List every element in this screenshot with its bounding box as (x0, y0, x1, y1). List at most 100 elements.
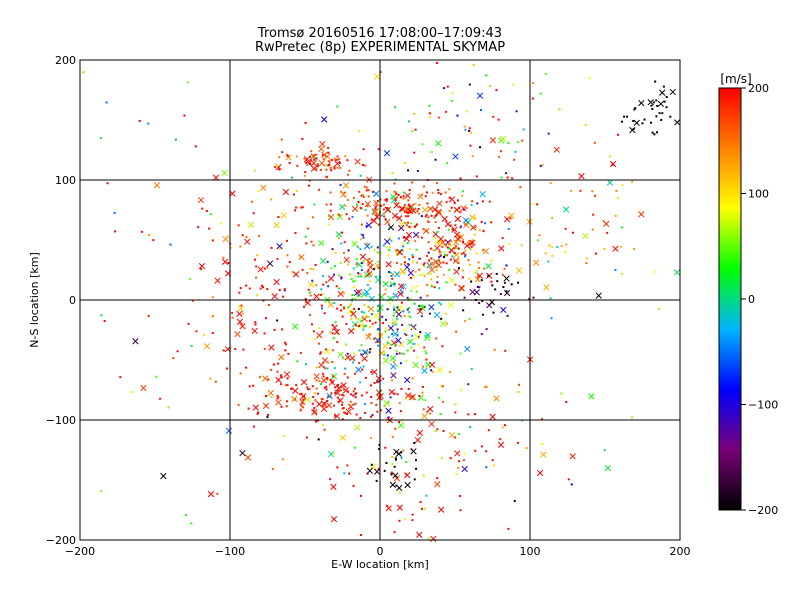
data-point-dot (286, 254, 289, 257)
data-point-dot (376, 380, 379, 383)
data-point-dot (82, 71, 85, 74)
data-point-dot (346, 159, 349, 162)
data-point-cross (410, 323, 417, 331)
data-point-dot (545, 72, 548, 75)
data-point-dot (354, 392, 357, 395)
data-point-dot (398, 308, 401, 311)
data-point-dot (307, 288, 310, 291)
data-point-dot (430, 285, 433, 288)
data-point-dot (331, 248, 334, 251)
data-point-dot (280, 376, 283, 379)
data-point-dot (352, 196, 355, 199)
data-point-dot (549, 182, 552, 185)
data-point-cross (428, 361, 436, 368)
data-point-dot (459, 177, 462, 180)
data-point-cross (214, 277, 221, 284)
data-point-cross (271, 293, 278, 300)
data-point-dot (391, 172, 394, 175)
data-point-dot (431, 371, 434, 374)
data-point-dot (415, 248, 418, 251)
data-point-dot (399, 289, 402, 292)
data-point-dot (300, 404, 303, 407)
data-point-dot (340, 242, 343, 245)
data-point-dot (343, 472, 346, 475)
data-point-dot (347, 306, 350, 309)
data-point-cross (278, 354, 285, 361)
data-point-dot (539, 92, 542, 95)
data-point-dot (384, 330, 387, 333)
data-point-dot (436, 259, 439, 262)
data-point-dot (428, 112, 431, 115)
data-point-dot (304, 121, 307, 124)
data-point-cross (354, 158, 361, 165)
data-point-dot (459, 211, 462, 214)
data-point-dot (360, 275, 363, 278)
data-point-dot (558, 108, 561, 111)
data-point-dot (567, 478, 570, 481)
data-point-dot (522, 128, 525, 131)
data-point-cross (416, 531, 423, 538)
data-point-dot (113, 211, 116, 214)
data-point-dot (413, 112, 416, 115)
data-point-dot (516, 140, 519, 143)
data-point-cross (333, 328, 341, 336)
data-point-dot (495, 272, 498, 275)
data-point-cross (397, 422, 405, 429)
data-point-dot (489, 84, 492, 87)
data-point-dot (276, 397, 279, 400)
data-point-dot (255, 294, 258, 297)
data-point-dot (317, 438, 320, 441)
data-point-dot (413, 478, 416, 481)
data-point-dot (312, 268, 315, 271)
data-point-dot (399, 410, 402, 413)
data-point-cross (300, 379, 308, 386)
data-point-dot (352, 280, 355, 283)
data-point-dot (470, 203, 473, 206)
data-point-cross (461, 465, 468, 473)
data-point-dot (380, 204, 383, 207)
data-point-dot (536, 239, 539, 242)
data-point-dot (547, 132, 550, 135)
data-point-dot (430, 369, 433, 372)
data-point-dot (347, 263, 350, 266)
data-point-dot (430, 278, 433, 281)
data-point-dot (355, 413, 358, 416)
data-point-dot (348, 472, 351, 475)
data-point-dot (459, 234, 462, 237)
data-point-dot (172, 357, 175, 360)
data-point-dot (490, 221, 493, 224)
data-point-dot (417, 207, 420, 210)
data-point-dot (414, 240, 417, 243)
data-point-cross (647, 99, 654, 106)
data-point-dot (416, 210, 419, 213)
data-point-dot (331, 380, 334, 383)
data-point-dot (391, 379, 394, 382)
data-point-dot (370, 219, 373, 222)
data-point-cross (503, 289, 511, 297)
data-point-dot (306, 386, 309, 389)
data-point-dot (314, 264, 317, 267)
data-point-dot (301, 206, 304, 209)
data-point-dot (434, 265, 437, 268)
data-point-dot (349, 273, 352, 276)
data-point-dot (509, 217, 512, 220)
data-point-dot (309, 162, 312, 165)
data-point-dot (279, 374, 282, 377)
data-point-dot (521, 139, 524, 142)
data-point-cross (327, 450, 335, 458)
data-point-dot (376, 410, 379, 413)
data-point-cross (479, 191, 486, 198)
data-point-dot (301, 137, 304, 140)
data-point-cross (414, 436, 421, 444)
data-point-dot (183, 114, 186, 117)
data-point-cross (337, 290, 344, 298)
chart-subtitle: RwPretec (8p) EXPERIMENTAL SKYMAP (255, 40, 505, 55)
data-point-dot (551, 254, 554, 257)
data-point-dot (370, 245, 373, 248)
data-point-dot (382, 377, 385, 380)
x-tick-label: −200 (65, 545, 95, 558)
data-point-dot (657, 307, 660, 310)
data-point-dot (457, 466, 460, 469)
data-point-dot (374, 208, 377, 211)
data-point-dot (273, 328, 276, 331)
